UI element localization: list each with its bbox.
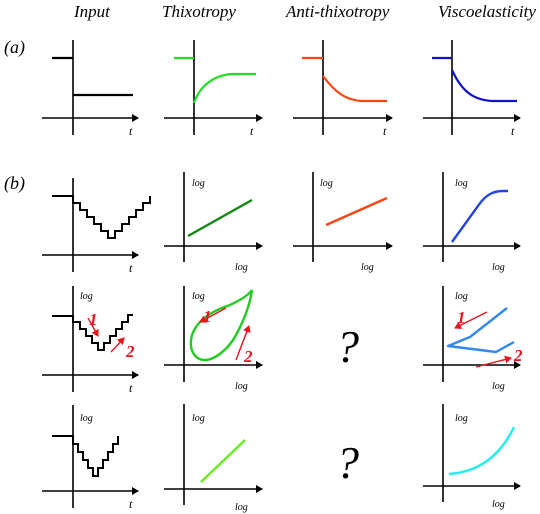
red-arrow-up [475,355,512,368]
label-2: 2 [243,347,253,366]
panel-b1-thixotropy: log log [164,172,263,273]
log-y-label: log [320,178,333,189]
header-thixotropy: Thixotropy [162,2,236,21]
label-2: 2 [513,346,523,365]
panel-b1-anti-thixotropy: log log [293,172,393,273]
log-y-label: log [455,413,468,424]
log-x-label: log [492,499,505,510]
viscoelasticity-log-curve [448,426,516,476]
t-axis-label: t [383,124,387,138]
panel-b2-anti-thixotropy: ? [336,321,359,372]
staircase-input-curve [52,314,133,351]
log-x-label: log [492,262,505,273]
header-anti-thixotropy: Anti-thixotropy [285,2,390,21]
header-viscoelasticity: Viscoelasticity [438,2,536,21]
log-y-label: log [192,291,205,302]
red-arrow-up [110,337,125,353]
log-y-label: log [455,291,468,302]
panel-a-anti-thixotropy: t [293,40,393,138]
thixotropy-hysteresis-loop [189,289,254,362]
red-arrow-up [235,325,251,361]
panel-a-input: t [42,40,139,138]
log-y-label: log [192,178,205,189]
anti-thixotropy-log-line [325,196,388,227]
panel-b3-input: log t [42,405,139,511]
label-1: 1 [89,310,98,329]
thixotropy-log-line [200,439,246,483]
question-mark: ? [336,321,359,372]
viscoelasticity-hysteresis-curve [446,307,515,354]
panel-b2-thixotropy: 1 2 log log [164,286,263,392]
question-mark: ? [336,437,359,488]
log-x-label: log [361,262,374,273]
red-arrow-down [199,307,227,323]
label-1: 1 [203,307,212,326]
label-1: 1 [457,308,466,327]
panel-a-viscoelasticity: t [423,40,521,138]
thixotropy-recovery-curve [192,72,256,104]
red-arrow-down [87,317,99,337]
log-x-label: log [492,381,505,392]
row-label-b: (b) [4,173,25,194]
label-2: 2 [125,342,135,361]
t-axis-label: t [129,124,133,138]
panel-b1-viscoelasticity: log log [423,172,521,273]
viscoelasticity-decay-curve [450,69,517,103]
panel-b3-anti-thixotropy: ? [336,437,359,488]
log-x-label: log [235,262,248,273]
log-x-label: log [235,381,248,392]
panel-a-thixotropy: t [164,40,263,138]
t-axis-label: t [511,124,515,138]
panel-b3-viscoelasticity: log log [423,404,521,510]
header-input: Input [73,2,111,21]
log-y-label: log [455,178,468,189]
staircase-input-curve [52,435,119,477]
t-axis-label: t [129,497,133,511]
thixotropy-log-line [187,198,253,238]
log-y-label: log [80,413,93,424]
log-x-label: log [235,502,248,513]
anti-thixotropy-decay-curve [322,75,387,103]
red-arrow-down [454,311,488,329]
t-axis-label: t [129,381,133,395]
t-axis-label: t [250,124,254,138]
log-y-label: log [192,413,205,424]
t-axis-label: t [129,261,133,275]
panel-b3-thixotropy: log log [164,404,263,513]
panel-b2-input: 1 2 log t [42,286,139,395]
viscoelasticity-log-curve [451,189,508,243]
log-y-label: log [80,291,93,302]
step-input-curve [52,56,133,97]
staircase-input-curve [52,195,151,239]
row-label-a: (a) [4,37,25,58]
panel-b2-viscoelasticity: 1 2 log log [423,286,523,392]
panel-b1-input: t [42,178,151,275]
